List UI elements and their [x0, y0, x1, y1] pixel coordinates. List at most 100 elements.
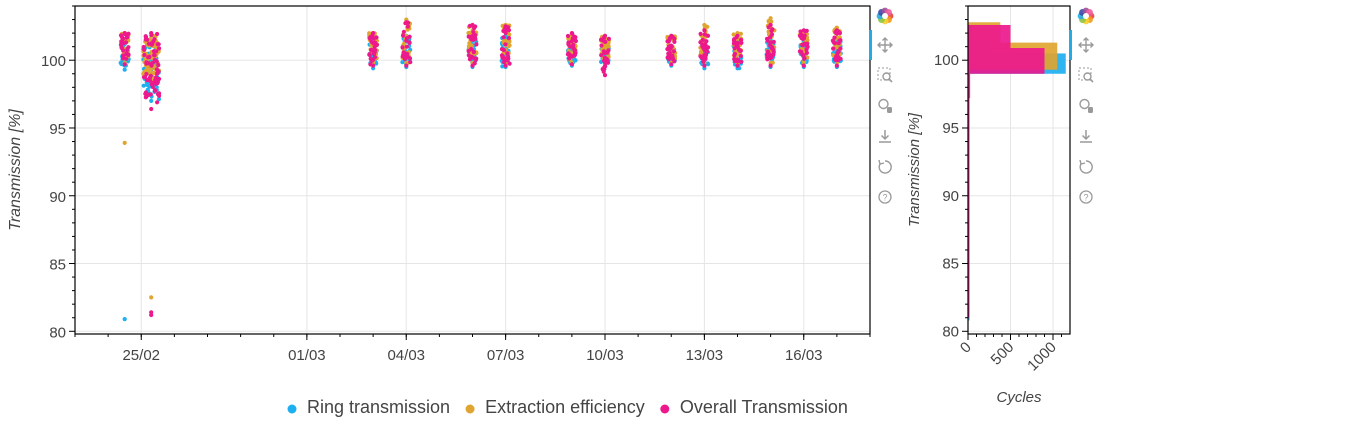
data-point — [766, 19, 772, 24]
data-point — [474, 42, 479, 47]
data-point — [152, 53, 157, 58]
data-point — [156, 63, 161, 68]
data-point — [402, 56, 408, 62]
data-point — [471, 37, 476, 42]
reset-icon[interactable] — [1079, 159, 1093, 174]
x-tick-label: 16/03 — [785, 347, 823, 364]
pan-glyph — [1078, 37, 1094, 53]
data-point — [738, 53, 744, 59]
x-tick-label: 0 — [957, 339, 975, 357]
save-icon[interactable] — [1080, 130, 1092, 143]
scatter-points — [118, 16, 843, 322]
x-tick-label: 01/03 — [288, 347, 326, 364]
bokeh-logo-icon[interactable] — [876, 7, 894, 25]
data-point — [146, 55, 151, 60]
data-point — [126, 52, 131, 58]
pan-icon[interactable] — [877, 37, 893, 53]
data-point — [765, 38, 770, 43]
data-point — [152, 57, 157, 62]
data-point — [156, 69, 161, 74]
legend-item-ring-transmission[interactable]: Ring transmission — [287, 397, 451, 417]
toolbar-histogram: ? — [1069, 7, 1095, 204]
data-point — [704, 39, 709, 44]
data-point — [771, 39, 776, 45]
data-point — [571, 53, 576, 58]
magnifier-glyph — [882, 72, 891, 81]
data-point — [367, 36, 373, 41]
magnifier-handle — [888, 78, 893, 83]
wheel-zoom-icon[interactable] — [1079, 98, 1093, 114]
help-icon[interactable]: ? — [878, 190, 892, 204]
outlier-point — [149, 312, 154, 318]
save-icon[interactable] — [879, 130, 891, 143]
data-point — [119, 42, 124, 47]
data-point — [404, 44, 409, 49]
data-point — [834, 63, 840, 68]
legend-item-extraction-efficiency[interactable]: Extraction efficiency — [465, 397, 645, 417]
box-zoom-icon[interactable] — [877, 67, 893, 83]
legend-item-overall-transmission[interactable]: Overall Transmission — [660, 397, 848, 417]
data-point — [702, 22, 707, 28]
wheel-zoom-icon[interactable] — [878, 98, 892, 114]
data-point — [567, 56, 572, 61]
help-glyph: ? — [882, 193, 887, 203]
data-point — [404, 20, 409, 25]
data-point — [702, 53, 707, 58]
data-point — [503, 24, 508, 29]
series-overall-transmission — [118, 20, 843, 318]
pan-icon[interactable] — [1078, 37, 1094, 53]
data-point — [701, 59, 706, 64]
data-point — [566, 40, 571, 45]
data-point — [804, 50, 810, 56]
data-point — [371, 30, 376, 36]
data-point — [502, 60, 507, 65]
data-point — [802, 41, 807, 46]
data-point — [142, 47, 147, 52]
pan-glyph — [877, 37, 893, 53]
data-point — [739, 37, 744, 42]
reset-icon[interactable] — [878, 159, 892, 174]
help-icon[interactable]: ? — [1079, 190, 1093, 204]
y-tick-label: 95 — [942, 120, 959, 137]
x-tick-label: 04/03 — [387, 347, 425, 364]
data-point — [569, 62, 575, 67]
data-point — [771, 49, 776, 54]
data-point — [834, 28, 840, 33]
data-point — [470, 22, 475, 28]
data-point — [769, 32, 775, 37]
data-point — [123, 40, 129, 45]
data-point — [732, 51, 738, 56]
data-point — [599, 43, 604, 48]
data-point — [507, 39, 512, 44]
data-point — [698, 54, 703, 59]
data-point — [368, 47, 374, 53]
data-point — [802, 56, 807, 62]
logo-center — [882, 13, 888, 19]
data-point — [155, 42, 160, 47]
data-point — [155, 92, 161, 97]
hist-bar — [968, 98, 970, 318]
data-point — [471, 49, 476, 54]
data-point — [407, 34, 412, 39]
reset-glyph — [878, 160, 892, 174]
hist-bar — [968, 73, 971, 99]
y-tick-label: 90 — [942, 188, 959, 205]
save-glyph — [879, 130, 891, 143]
data-point — [602, 73, 608, 78]
data-point — [731, 32, 736, 37]
data-point — [671, 49, 677, 54]
box-zoom-icon[interactable] — [1078, 67, 1094, 83]
bokeh-logo-icon[interactable] — [1077, 7, 1095, 25]
data-point — [155, 31, 160, 37]
data-point — [831, 46, 836, 51]
reset-arrow — [1079, 159, 1086, 165]
data-point — [149, 30, 154, 36]
legend: Ring transmission Extraction efficiency Ov… — [287, 397, 848, 417]
data-point — [474, 56, 479, 61]
x-tick-label: 1000 — [1024, 339, 1060, 375]
data-point — [573, 38, 579, 44]
data-point — [372, 55, 378, 60]
data-point — [157, 46, 162, 51]
data-point — [768, 22, 773, 28]
